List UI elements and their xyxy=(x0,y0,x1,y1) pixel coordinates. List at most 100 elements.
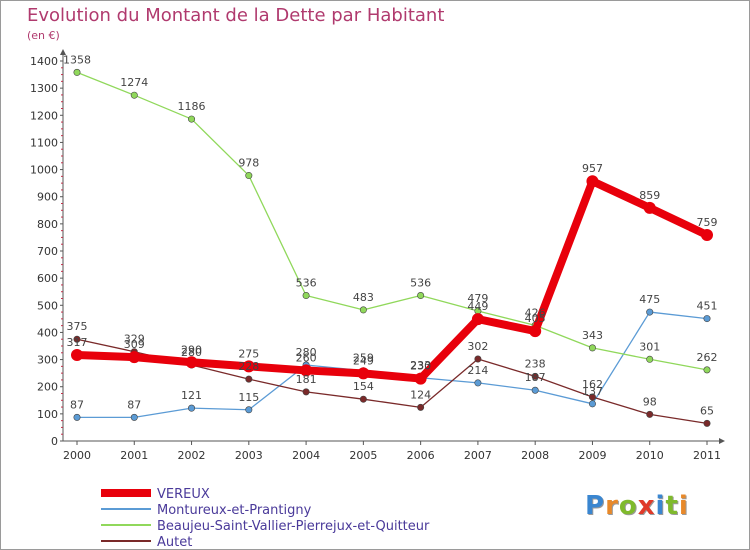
legend-label-montureux-et-prantigny: Montureux-et-Prantigny xyxy=(157,503,312,518)
series-line-montureux-et-prantigny xyxy=(76,311,708,419)
data-point-beaujeu-saint-vallier-pierrejux-et-quitteur xyxy=(245,172,253,180)
x-tick-label: 2008 xyxy=(521,449,549,462)
data-label-beaujeu-saint-vallier-pierrejux-et-quitteur: 1186 xyxy=(178,100,206,113)
data-label-montureux-et-prantigny: 137 xyxy=(582,385,603,398)
data-label-montureux-et-prantigny: 475 xyxy=(639,293,660,306)
data-label-beaujeu-saint-vallier-pierrejux-et-quitteur: 536 xyxy=(296,277,317,290)
data-label-autet: 329 xyxy=(124,333,145,346)
data-label-beaujeu-saint-vallier-pierrejux-et-quitteur: 536 xyxy=(410,277,431,290)
data-label-autet: 181 xyxy=(296,373,317,386)
data-label-vereux: 249 xyxy=(353,354,374,367)
data-point-beaujeu-saint-vallier-pierrejux-et-quitteur xyxy=(359,306,367,314)
series-line-vereux xyxy=(73,177,711,383)
x-axis-arrow xyxy=(719,438,725,444)
data-point-beaujeu-saint-vallier-pierrejux-et-quitteur xyxy=(130,91,138,99)
data-label-vereux: 405 xyxy=(525,312,546,325)
data-label-montureux-et-prantigny: 233 xyxy=(410,359,431,372)
data-point-montureux-et-prantigny xyxy=(245,406,253,414)
data-point-beaujeu-saint-vallier-pierrejux-et-quitteur xyxy=(188,115,196,123)
data-point-autet xyxy=(417,403,425,411)
data-point-beaujeu-saint-vallier-pierrejux-et-quitteur xyxy=(646,355,654,363)
data-point-vereux xyxy=(414,372,427,385)
y-tick-label: 400 xyxy=(37,326,58,339)
data-label-vereux: 759 xyxy=(697,216,718,229)
data-point-vereux xyxy=(471,313,484,326)
logo-letter: i xyxy=(655,491,666,521)
data-label-beaujeu-saint-vallier-pierrejux-et-quitteur: 262 xyxy=(697,351,718,364)
data-label-montureux-et-prantigny: 451 xyxy=(697,300,718,313)
data-point-vereux xyxy=(357,367,370,380)
x-tick-label: 2011 xyxy=(693,449,721,462)
data-label-autet: 302 xyxy=(467,340,488,353)
data-point-vereux xyxy=(185,356,198,369)
data-label-montureux-et-prantigny: 115 xyxy=(238,391,259,404)
data-point-vereux xyxy=(701,228,713,241)
y-tick-label: 1400 xyxy=(30,55,58,68)
data-label-vereux: 230 xyxy=(410,360,431,373)
data-point-beaujeu-saint-vallier-pierrejux-et-quitteur xyxy=(302,292,310,300)
legend-label-autet: Autet xyxy=(157,535,192,549)
data-point-autet xyxy=(531,372,539,380)
data-label-beaujeu-saint-vallier-pierrejux-et-quitteur: 1358 xyxy=(63,53,91,66)
data-label-autet: 124 xyxy=(410,388,431,401)
x-tick-label: 2002 xyxy=(178,449,206,462)
data-label-vereux: 449 xyxy=(467,300,488,313)
data-label-autet: 238 xyxy=(525,357,546,370)
data-point-vereux xyxy=(128,351,141,364)
y-tick-label: 600 xyxy=(37,272,58,285)
data-point-montureux-et-prantigny xyxy=(73,413,81,421)
data-point-autet xyxy=(73,335,81,343)
chart-title: Evolution du Montant de la Dette par Hab… xyxy=(27,5,445,26)
data-label-montureux-et-prantigny: 214 xyxy=(467,364,488,377)
logo-letter: x xyxy=(637,491,656,521)
data-label-vereux: 290 xyxy=(181,343,202,356)
data-label-autet: 228 xyxy=(238,360,259,373)
data-label-vereux: 859 xyxy=(639,189,660,202)
x-tick-label: 2007 xyxy=(464,449,492,462)
data-label-autet: 65 xyxy=(700,404,714,417)
data-point-vereux xyxy=(300,364,313,377)
y-tick-label: 1300 xyxy=(30,82,58,95)
x-tick-label: 2000 xyxy=(63,449,91,462)
data-point-autet xyxy=(474,355,482,363)
data-point-vereux xyxy=(242,360,255,373)
legend-label-beaujeu-saint-vallier-pierrejux-et-quitteur: Beaujeu-Saint-Vallier-Pierrejux-et-Quitt… xyxy=(157,519,430,534)
data-label-autet: 154 xyxy=(353,380,374,393)
x-tick-label: 2004 xyxy=(292,449,320,462)
x-tick-label: 2003 xyxy=(235,449,263,462)
data-label-vereux: 309 xyxy=(124,338,145,351)
data-point-montureux-et-prantigny xyxy=(474,379,482,387)
logo-letter: t xyxy=(665,491,679,521)
data-point-autet xyxy=(646,410,654,418)
data-label-vereux: 317 xyxy=(67,336,88,349)
data-point-montureux-et-prantigny xyxy=(646,308,654,316)
data-label-montureux-et-prantigny: 187 xyxy=(525,371,546,384)
y-axis-arrow xyxy=(60,49,66,55)
data-label-montureux-et-prantigny: 259 xyxy=(353,352,374,365)
data-point-vereux xyxy=(71,348,83,361)
data-point-autet xyxy=(302,388,310,396)
y-tick-label: 100 xyxy=(37,408,58,421)
data-point-autet xyxy=(245,375,253,383)
data-label-vereux: 275 xyxy=(238,347,259,360)
data-label-montureux-et-prantigny: 280 xyxy=(296,346,317,359)
x-tick-label: 2005 xyxy=(349,449,377,462)
data-point-autet xyxy=(359,395,367,403)
x-tick-label: 2006 xyxy=(407,449,435,462)
data-label-montureux-et-prantigny: 87 xyxy=(70,398,84,411)
legend-label-vereux: VEREUX xyxy=(157,487,210,502)
y-tick-label: 800 xyxy=(37,218,58,231)
data-point-vereux xyxy=(586,175,599,188)
y-tick-label: 1200 xyxy=(30,109,58,122)
data-point-montureux-et-prantigny xyxy=(130,413,138,421)
y-tick-label: 1000 xyxy=(30,164,58,177)
logo-letter: o xyxy=(618,491,638,521)
data-point-beaujeu-saint-vallier-pierrejux-et-quitteur xyxy=(73,68,81,76)
logo-letter: i xyxy=(678,491,689,521)
data-point-montureux-et-prantigny xyxy=(531,386,539,394)
data-label-beaujeu-saint-vallier-pierrejux-et-quitteur: 978 xyxy=(238,157,259,170)
x-tick-label: 2009 xyxy=(578,449,606,462)
data-label-montureux-et-prantigny: 87 xyxy=(127,398,141,411)
logo-letter: P xyxy=(585,491,606,521)
y-tick-label: 1100 xyxy=(30,136,58,149)
